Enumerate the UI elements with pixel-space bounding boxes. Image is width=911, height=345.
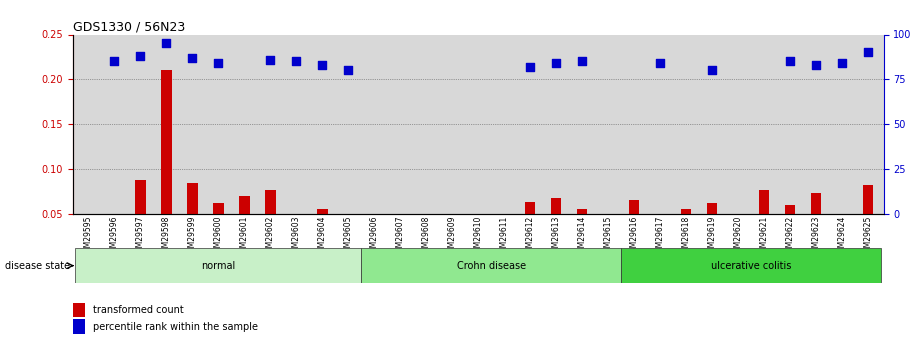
Bar bbox=[73, 319, 85, 334]
Text: GSM29606: GSM29606 bbox=[370, 216, 379, 257]
Text: GSM29615: GSM29615 bbox=[604, 216, 613, 257]
Bar bbox=[240, 196, 250, 214]
Bar bbox=[551, 198, 561, 214]
Point bbox=[523, 64, 537, 70]
Text: GSM29613: GSM29613 bbox=[552, 216, 561, 257]
Text: GSM29602: GSM29602 bbox=[266, 216, 275, 257]
Point bbox=[834, 60, 849, 66]
Text: GSM29618: GSM29618 bbox=[681, 216, 691, 257]
FancyBboxPatch shape bbox=[76, 248, 362, 283]
Text: GSM29623: GSM29623 bbox=[812, 216, 821, 257]
Text: GSM29625: GSM29625 bbox=[864, 216, 873, 257]
Text: normal: normal bbox=[201, 261, 236, 270]
Text: GSM29612: GSM29612 bbox=[526, 216, 535, 257]
Text: GSM29610: GSM29610 bbox=[474, 216, 483, 257]
Bar bbox=[759, 190, 769, 214]
Point bbox=[289, 59, 303, 64]
Point bbox=[341, 68, 355, 73]
Point bbox=[705, 68, 720, 73]
Text: GSM29611: GSM29611 bbox=[500, 216, 508, 257]
Text: transformed count: transformed count bbox=[93, 305, 184, 315]
Bar bbox=[135, 180, 146, 214]
Text: GSM29619: GSM29619 bbox=[708, 216, 717, 257]
Text: GSM29598: GSM29598 bbox=[162, 216, 171, 257]
Text: GSM29605: GSM29605 bbox=[343, 216, 353, 257]
Bar bbox=[785, 205, 795, 214]
Text: GSM29595: GSM29595 bbox=[84, 216, 93, 257]
Bar bbox=[188, 183, 198, 214]
Point bbox=[575, 59, 589, 64]
Bar bbox=[73, 303, 85, 317]
Bar bbox=[525, 202, 536, 214]
Point bbox=[653, 60, 668, 66]
Text: ulcerative colitis: ulcerative colitis bbox=[711, 261, 792, 270]
Text: GSM29624: GSM29624 bbox=[837, 216, 846, 257]
Bar bbox=[707, 203, 717, 214]
Bar bbox=[213, 203, 223, 214]
Bar bbox=[317, 209, 328, 214]
Text: GSM29604: GSM29604 bbox=[318, 216, 327, 257]
Point bbox=[107, 59, 122, 64]
Point bbox=[133, 53, 148, 59]
Point bbox=[783, 59, 797, 64]
Text: GSM29596: GSM29596 bbox=[110, 216, 119, 257]
Text: GSM29599: GSM29599 bbox=[188, 216, 197, 257]
Bar bbox=[161, 70, 171, 214]
Text: GSM29600: GSM29600 bbox=[214, 216, 223, 257]
Text: GSM29603: GSM29603 bbox=[292, 216, 301, 257]
Text: GSM29609: GSM29609 bbox=[448, 216, 456, 257]
Text: GSM29614: GSM29614 bbox=[578, 216, 587, 257]
Point bbox=[315, 62, 330, 68]
Text: disease state: disease state bbox=[5, 261, 70, 270]
Text: GSM29597: GSM29597 bbox=[136, 216, 145, 257]
Bar bbox=[577, 209, 588, 214]
Bar bbox=[863, 185, 874, 214]
Bar bbox=[629, 200, 640, 214]
Bar bbox=[265, 190, 275, 214]
Point bbox=[185, 55, 200, 61]
Point bbox=[861, 50, 875, 55]
Text: GSM29616: GSM29616 bbox=[630, 216, 639, 257]
Text: Crohn disease: Crohn disease bbox=[456, 261, 526, 270]
Text: GSM29617: GSM29617 bbox=[656, 216, 665, 257]
Point bbox=[211, 60, 226, 66]
Text: GSM29621: GSM29621 bbox=[760, 216, 769, 257]
Bar bbox=[811, 193, 822, 214]
Text: GSM29601: GSM29601 bbox=[240, 216, 249, 257]
Point bbox=[263, 57, 278, 62]
Text: GDS1330 / 56N23: GDS1330 / 56N23 bbox=[73, 20, 185, 33]
Text: GSM29607: GSM29607 bbox=[395, 216, 404, 257]
Text: GSM29620: GSM29620 bbox=[733, 216, 742, 257]
Point bbox=[549, 60, 564, 66]
Text: GSM29608: GSM29608 bbox=[422, 216, 431, 257]
Text: percentile rank within the sample: percentile rank within the sample bbox=[93, 322, 258, 332]
Text: GSM29622: GSM29622 bbox=[785, 216, 794, 257]
FancyBboxPatch shape bbox=[621, 248, 881, 283]
Bar bbox=[681, 209, 691, 214]
Point bbox=[159, 41, 174, 46]
FancyBboxPatch shape bbox=[362, 248, 621, 283]
Point bbox=[809, 62, 824, 68]
